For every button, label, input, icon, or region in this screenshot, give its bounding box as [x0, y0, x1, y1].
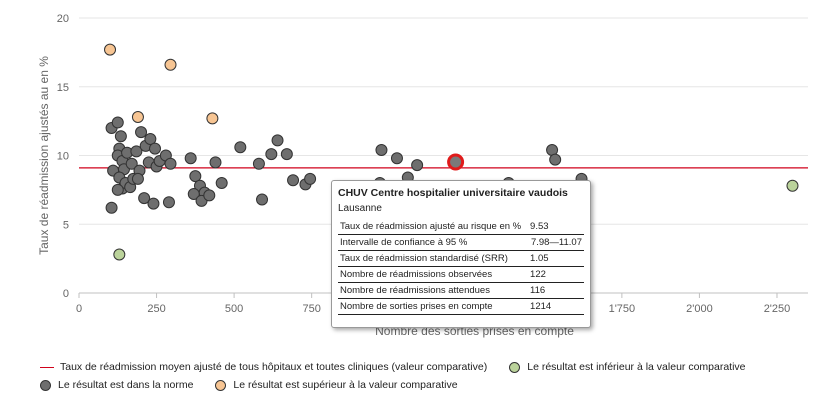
y-tick-label: 5 — [63, 219, 69, 231]
tooltip-row-value: 7.98—11.07 — [526, 234, 584, 251]
tooltip-row-label: Taux de réadmission standardisé (SRR) — [338, 250, 527, 267]
data-point — [280, 148, 293, 161]
tooltip-subtitle: Lausanne — [338, 203, 382, 214]
tooltip-row-value: 1.05 — [526, 250, 584, 267]
x-tick-label: 2'250 — [764, 303, 791, 315]
x-tick-label: 750 — [302, 303, 320, 315]
data-point — [206, 112, 219, 125]
tooltip-row-value: 116 — [526, 282, 584, 299]
legend-item-lower[interactable]: Le résultat est inférieur à la valeur co… — [509, 361, 746, 373]
tooltip-row: Nombre de réadmissions observées 122 — [338, 266, 584, 283]
data-point — [234, 141, 247, 154]
data-point — [113, 248, 126, 261]
legend-line-swatch — [40, 366, 54, 368]
data-point — [786, 179, 799, 192]
data-point — [149, 142, 162, 155]
tooltip-title: CHUV Centre hospitalier universitaire va… — [338, 187, 568, 199]
tooltip-row-label: Nombre de sorties prises en compte — [338, 298, 527, 315]
legend-dot-higher — [215, 379, 227, 391]
legend-dot-lower — [509, 361, 521, 373]
data-point — [304, 172, 317, 185]
data-point — [549, 153, 562, 166]
legend-label: Taux de réadmission moyen ajusté de tous… — [60, 361, 488, 373]
tooltip-row-value: 1214 — [526, 298, 584, 315]
x-tick-label: 250 — [147, 303, 165, 315]
tooltip-table: Taux de réadmission ajusté au risque en … — [338, 219, 584, 315]
data-point — [411, 159, 424, 172]
y-tick-label: 10 — [57, 151, 69, 163]
data-point — [390, 152, 403, 165]
data-point — [164, 58, 177, 71]
data-point — [375, 144, 388, 156]
tooltip-row: Intervalle de confiance à 95 % 7.98—11.0… — [338, 234, 584, 251]
tooltip-row-value: 122 — [526, 266, 584, 283]
data-point — [164, 157, 177, 170]
data-point — [144, 133, 157, 145]
data-point — [147, 197, 160, 210]
data-point — [138, 192, 151, 205]
legend-item-higher[interactable]: Le résultat est supérieur à la valeur co… — [215, 379, 458, 391]
legend-dot-normal — [40, 379, 51, 391]
x-tick-label: 2'000 — [686, 303, 713, 315]
data-point — [271, 134, 284, 147]
x-tick-label: 0 — [76, 303, 82, 315]
data-point — [209, 156, 222, 169]
chart-legend: Taux de réadmission moyen ajusté de tous… — [40, 358, 820, 394]
y-tick-label: 0 — [63, 288, 69, 300]
data-point — [114, 130, 127, 143]
legend-item-normal[interactable]: Le résultat est dans la norme — [40, 379, 193, 391]
tooltip-row: Taux de réadmission ajusté au risque en … — [338, 219, 584, 235]
x-tick-label: 1'750 — [609, 303, 636, 315]
legend-label: Le résultat est inférieur à la valeur co… — [527, 361, 746, 373]
y-axis-title: Taux de réadmission ajustés au en % — [37, 56, 51, 255]
highlighted-data-point — [447, 153, 465, 171]
data-point — [265, 148, 278, 161]
data-point — [111, 183, 124, 196]
tooltip-row-label: Taux de réadmission ajusté au risque en … — [338, 219, 527, 235]
data-point — [131, 172, 144, 185]
data-point — [131, 111, 144, 123]
legend-item-reference-line[interactable]: Taux de réadmission moyen ajusté de tous… — [40, 361, 487, 373]
data-point — [203, 189, 216, 202]
tooltip-row-label: Intervalle de confiance à 95 % — [338, 234, 527, 251]
data-point — [162, 196, 175, 209]
data-point — [111, 116, 124, 129]
tooltip-row-label: Nombre de réadmissions observées — [338, 266, 527, 283]
y-tick-label: 20 — [57, 13, 69, 25]
data-point — [256, 193, 269, 206]
data-point — [215, 177, 228, 189]
tooltip-row-label: Nombre de réadmissions attendues — [338, 282, 527, 299]
data-point — [252, 157, 265, 170]
tooltip-row-value: 9.53 — [526, 219, 584, 235]
data-point — [104, 43, 117, 56]
point-tooltip: CHUV Centre hospitalier universitaire va… — [331, 180, 591, 328]
tooltip-row: Nombre de sorties prises en compte 1214 — [338, 298, 584, 315]
tooltip-row: Taux de réadmission standardisé (SRR) 1.… — [338, 250, 584, 267]
x-tick-label: 500 — [225, 303, 243, 315]
data-point — [130, 145, 143, 158]
data-point — [187, 188, 200, 200]
y-tick-label: 15 — [57, 82, 69, 94]
legend-label: Le résultat est supérieur à la valeur co… — [233, 379, 458, 391]
data-point — [184, 152, 197, 165]
data-point — [105, 201, 118, 214]
data-point — [135, 126, 148, 139]
data-point — [287, 174, 300, 187]
legend-label: Le résultat est dans la norme — [58, 379, 194, 391]
tooltip-row: Nombre de réadmissions attendues 116 — [338, 282, 584, 299]
data-point — [189, 170, 202, 183]
data-point — [125, 157, 138, 170]
